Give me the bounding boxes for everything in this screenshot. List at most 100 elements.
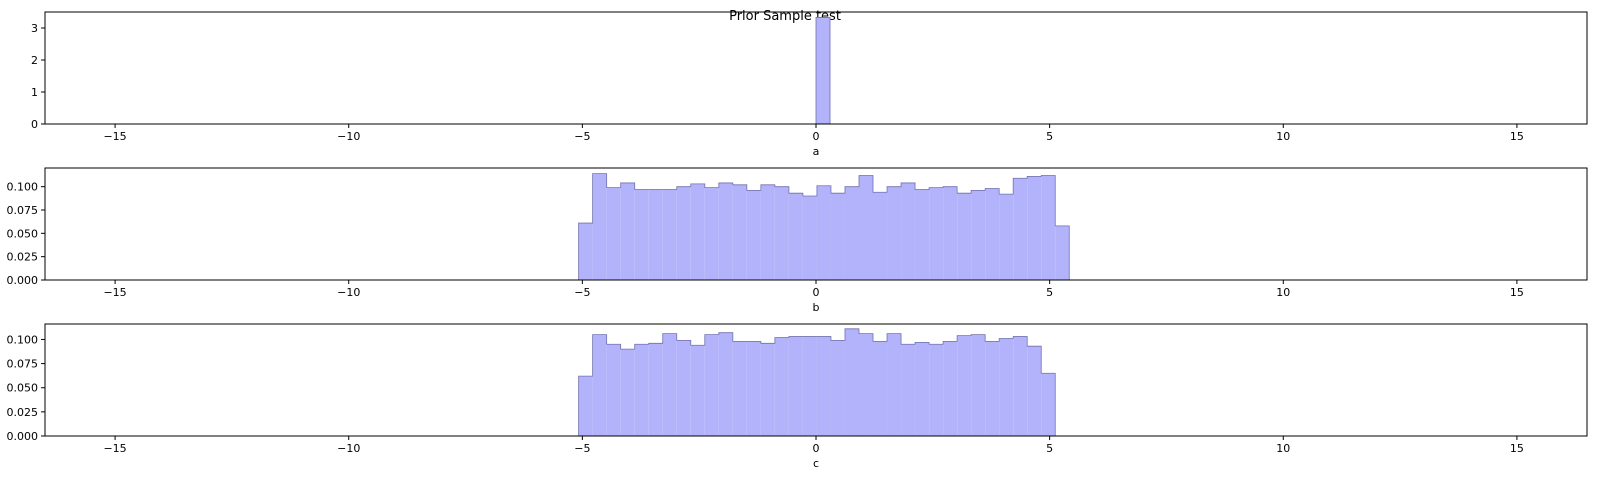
histogram-bar <box>915 342 930 436</box>
y-tick-label: 3 <box>31 22 38 35</box>
histogram-bar <box>676 340 691 436</box>
y-tick-label: 2 <box>31 54 38 67</box>
histogram-bar <box>971 190 986 280</box>
histogram-bar <box>774 186 789 280</box>
histogram-bar <box>1013 336 1028 436</box>
histogram-bar <box>606 187 621 280</box>
histogram-bar <box>788 336 803 436</box>
histogram-bar <box>844 328 859 436</box>
histogram-outline <box>578 173 1070 280</box>
histogram-bar <box>662 333 677 436</box>
x-tick-label: −5 <box>574 286 590 299</box>
histogram-bar <box>704 187 719 280</box>
histogram-bar <box>943 341 958 436</box>
histogram-bar <box>732 341 747 436</box>
histogram-bar <box>760 184 775 280</box>
histogram-bar <box>915 189 930 280</box>
histogram-bar <box>620 182 635 280</box>
histogram-bar <box>816 185 831 280</box>
figure-title: Prior Sample test <box>729 9 841 24</box>
y-tick-label: 0.050 <box>7 227 39 240</box>
x-axis-label: a <box>813 145 820 158</box>
histogram-bar <box>718 182 733 280</box>
x-tick-label: 15 <box>1510 130 1524 143</box>
y-tick-label: 0.025 <box>7 251 39 264</box>
subplot-b: −15 −10 −5 0 5 10 15 0.000 0.025 0.050 0.075 0.100 b <box>7 167 1588 314</box>
histogram-bar <box>999 338 1014 436</box>
x-tick-label: −10 <box>337 286 360 299</box>
x-tick-label: −10 <box>337 442 360 455</box>
histogram-bar <box>606 344 621 436</box>
x-axis-label: b <box>813 301 820 314</box>
histogram-bar <box>830 340 845 436</box>
x-tick-label: 10 <box>1276 286 1290 299</box>
y-tick-label: 0 <box>31 118 38 131</box>
histogram-bar <box>732 184 747 280</box>
x-tick-label: 10 <box>1276 130 1290 143</box>
histogram-bar <box>690 345 705 436</box>
x-tick-label: 5 <box>1046 130 1053 143</box>
histogram-bar <box>985 188 1000 280</box>
y-tick-label: 0.025 <box>7 406 39 419</box>
histogram-bar <box>816 336 831 436</box>
x-tick-label: −15 <box>103 442 126 455</box>
histogram-bar <box>929 187 944 280</box>
histogram-bar <box>999 194 1014 280</box>
y-tick-label: 0.075 <box>7 204 39 217</box>
histogram-bar <box>1041 373 1056 436</box>
histogram-bar <box>858 175 874 280</box>
histogram-bar <box>648 189 663 280</box>
histogram-bar <box>943 186 958 280</box>
histogram-bar <box>774 337 789 436</box>
histogram-bar <box>1027 346 1042 436</box>
y-tick-label: 0.000 <box>7 430 39 443</box>
x-tick-label: −5 <box>574 130 590 143</box>
x-tick-label: 5 <box>1046 286 1053 299</box>
y-tick-label: 0.050 <box>7 382 39 395</box>
y-tick-label: 1 <box>31 86 38 99</box>
y-tick-label: 0.100 <box>7 181 39 194</box>
histogram-bar <box>662 189 677 280</box>
histogram-bar <box>620 349 635 436</box>
histogram-bar <box>816 17 831 124</box>
histogram-bar <box>1013 178 1028 280</box>
histogram-bar <box>802 336 817 436</box>
histogram-bar <box>704 334 719 436</box>
x-axis-label: c <box>813 457 819 470</box>
histogram-bar <box>887 186 902 280</box>
x-tick-label: 0 <box>813 130 820 143</box>
histogram-bar <box>676 186 691 280</box>
histogram-bar <box>746 190 761 280</box>
histogram-bar <box>690 183 705 280</box>
y-tick-label: 0.000 <box>7 274 39 287</box>
histogram-bar <box>1055 225 1070 280</box>
x-tick-label: 15 <box>1510 442 1524 455</box>
histogram-bar <box>760 343 775 436</box>
histogram-bar <box>634 344 649 436</box>
histogram-bar <box>901 344 916 436</box>
histogram-bar <box>844 186 859 280</box>
histogram-bar <box>1041 175 1056 280</box>
histogram-bar <box>873 192 888 280</box>
histogram-bar <box>788 193 803 280</box>
histogram-bar <box>578 223 593 280</box>
histogram-outline <box>578 328 1056 436</box>
x-tick-label: 0 <box>813 442 820 455</box>
x-tick-label: 10 <box>1276 442 1290 455</box>
histogram-bar <box>592 334 607 436</box>
subplot-c: −15 −10 −5 0 5 10 15 0.000 0.025 0.050 0.075 0.100 c <box>7 323 1588 470</box>
histogram-bar <box>578 376 593 436</box>
histogram-bar <box>648 343 663 436</box>
histogram-bar <box>971 334 986 436</box>
histogram-bar <box>873 341 888 436</box>
histogram-bar <box>957 193 972 280</box>
y-tick-label: 0.100 <box>7 333 39 346</box>
x-tick-label: 0 <box>813 286 820 299</box>
x-tick-label: −15 <box>103 130 126 143</box>
x-tick-label: −15 <box>103 286 126 299</box>
histogram-bar <box>1027 176 1042 280</box>
histogram-outline <box>815 17 831 124</box>
x-tick-label: −5 <box>574 442 590 455</box>
